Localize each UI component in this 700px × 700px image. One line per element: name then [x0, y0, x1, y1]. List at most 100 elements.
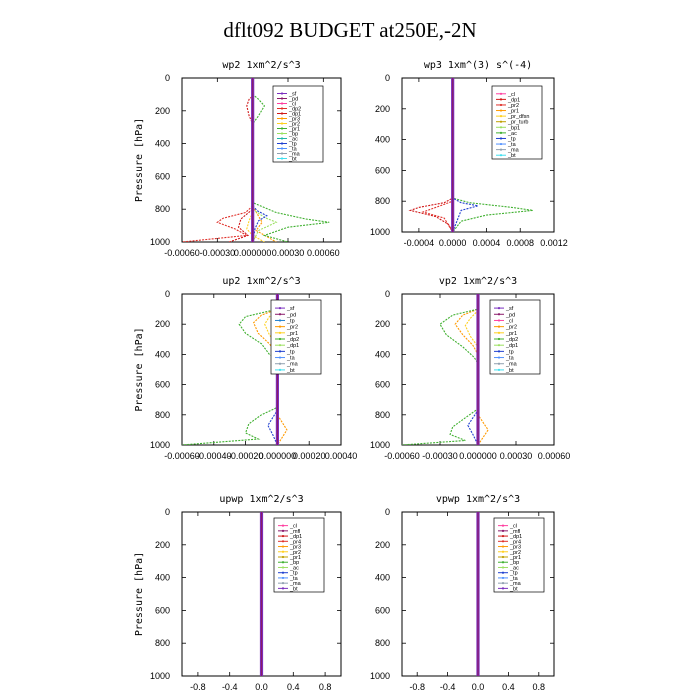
y-tick-label: 800 — [155, 204, 170, 214]
legend-box — [489, 299, 541, 375]
legend-marker — [281, 566, 285, 569]
legend-entry: _bp — [288, 132, 298, 138]
x-tick-label: -0.0004 — [404, 238, 435, 248]
legend-entry: _pr1 — [507, 109, 519, 115]
legend-entry: _bt — [509, 586, 518, 592]
legend-entry: _pr2 — [507, 103, 519, 109]
legend-entry: _pr2 — [289, 550, 301, 556]
legend-entry: _ta — [507, 142, 517, 148]
legend-entry: _pr1 — [289, 555, 301, 561]
legend-marker — [499, 120, 503, 123]
legend-marker — [281, 576, 285, 580]
legend-entry: _pd — [288, 97, 298, 103]
legend-entry: _dp1 — [505, 343, 518, 349]
x-tick-label: 0.8 — [319, 682, 332, 692]
legend-marker — [501, 566, 505, 569]
x-tick-label: 0.00040 — [325, 451, 358, 461]
legend-entry: _pr_turb — [507, 120, 529, 126]
legend-entry: _pr_dfsn — [507, 114, 529, 120]
y-tick-label: 400 — [155, 349, 170, 359]
legend-marker — [499, 103, 503, 107]
legend-entry: _dp2 — [288, 107, 301, 113]
legend-entry: _bt — [288, 157, 297, 163]
legend-entry: _pd — [286, 312, 296, 318]
series-line-dp1 — [228, 78, 254, 242]
legend-marker — [278, 368, 282, 372]
legend-entry: _pr2 — [509, 550, 521, 556]
x-tick-label: -0.4 — [222, 682, 238, 692]
panel-2: up2 1xm^2/s^3 0 200 400 600 800 1000 Pressure [… — [134, 276, 357, 461]
legend-marker — [281, 529, 285, 532]
legend-entry: _ma — [507, 148, 520, 154]
x-tick-label: -0.00030 — [422, 451, 458, 461]
legend-marker — [499, 115, 503, 118]
legend-marker — [278, 362, 282, 365]
y-tick-label: 0 — [385, 289, 390, 299]
panel-4: upwp 1xm^2/s^3 0 200 400 600 800 1000 Pressure … — [134, 494, 342, 692]
series-group — [408, 78, 533, 232]
series-line-pr1 — [464, 294, 479, 445]
legend-marker — [281, 587, 285, 590]
legend-entry: _pr2 — [288, 122, 300, 128]
legend-entry: _ma — [509, 581, 522, 587]
x-tick-label: -0.00020 — [228, 451, 264, 461]
legend-marker — [501, 524, 505, 527]
y-tick-label: 800 — [375, 196, 390, 206]
series-line-dp2 — [402, 294, 479, 445]
x-tick-label: 0.00030 — [500, 451, 533, 461]
legend-marker — [278, 344, 282, 347]
legend-entry: _bp — [509, 560, 519, 566]
x-tick-label: -0.00030 — [200, 248, 236, 258]
legend-marker — [497, 344, 501, 347]
legend-entry: _cl — [505, 318, 513, 324]
y-tick-label: 400 — [155, 573, 170, 583]
legend-entry: _ta — [288, 147, 298, 153]
y-tick-label: 1000 — [370, 227, 390, 237]
x-tick-label: -0.8 — [409, 682, 425, 692]
legend-marker — [278, 350, 282, 353]
series-line-dp2 — [182, 294, 278, 445]
y-tick-label: 1000 — [150, 671, 170, 681]
legend-marker — [280, 107, 284, 110]
legend-marker — [280, 147, 284, 150]
legend-marker — [497, 362, 501, 365]
plot-frame — [401, 77, 555, 233]
legend-marker — [278, 325, 282, 328]
legend-marker — [280, 127, 284, 130]
legend-marker — [499, 137, 503, 140]
legend-marker — [280, 157, 284, 160]
y-tick-label: 400 — [155, 139, 170, 149]
series-line-pr2 — [246, 78, 265, 242]
x-tick-label: 0.8 — [533, 682, 546, 692]
legend-marker — [280, 122, 284, 125]
legend-marker — [497, 331, 501, 334]
x-tick-label: -0.8 — [190, 682, 206, 692]
legend-marker — [281, 561, 285, 564]
legend-entry: _tp — [288, 142, 297, 148]
y-tick-label: 600 — [375, 165, 390, 175]
legend-marker — [501, 582, 505, 585]
plot-frame — [181, 293, 342, 446]
plot-frame — [181, 77, 342, 243]
legend-entry: _pd — [505, 312, 515, 318]
legend-entry: _ta — [286, 356, 296, 362]
y-tick-label: 800 — [155, 638, 170, 648]
x-tick-label: 0.000000 — [234, 248, 272, 258]
legend-entry: _bt — [505, 368, 514, 374]
legend-entry: _pr3 — [288, 117, 300, 123]
panel-title: upwp 1xm^2/s^3 — [219, 494, 303, 505]
series-line-ac — [452, 78, 533, 232]
panel-title: wp2 1xm^2/s^3 — [222, 60, 300, 71]
x-tick-label: -0.00060 — [384, 451, 420, 461]
legend-marker — [497, 350, 501, 353]
legend-entry: _dp2 — [505, 337, 518, 343]
legend-entry: _bp1 — [507, 125, 520, 131]
legend-marker — [281, 534, 285, 538]
legend-marker — [281, 555, 285, 559]
legend-entry: _ma — [289, 581, 302, 587]
y-tick-label: 400 — [375, 349, 390, 359]
y-tick-label: 0 — [165, 507, 170, 517]
legend-entry: _ta — [505, 356, 515, 362]
legend-marker — [281, 582, 285, 585]
